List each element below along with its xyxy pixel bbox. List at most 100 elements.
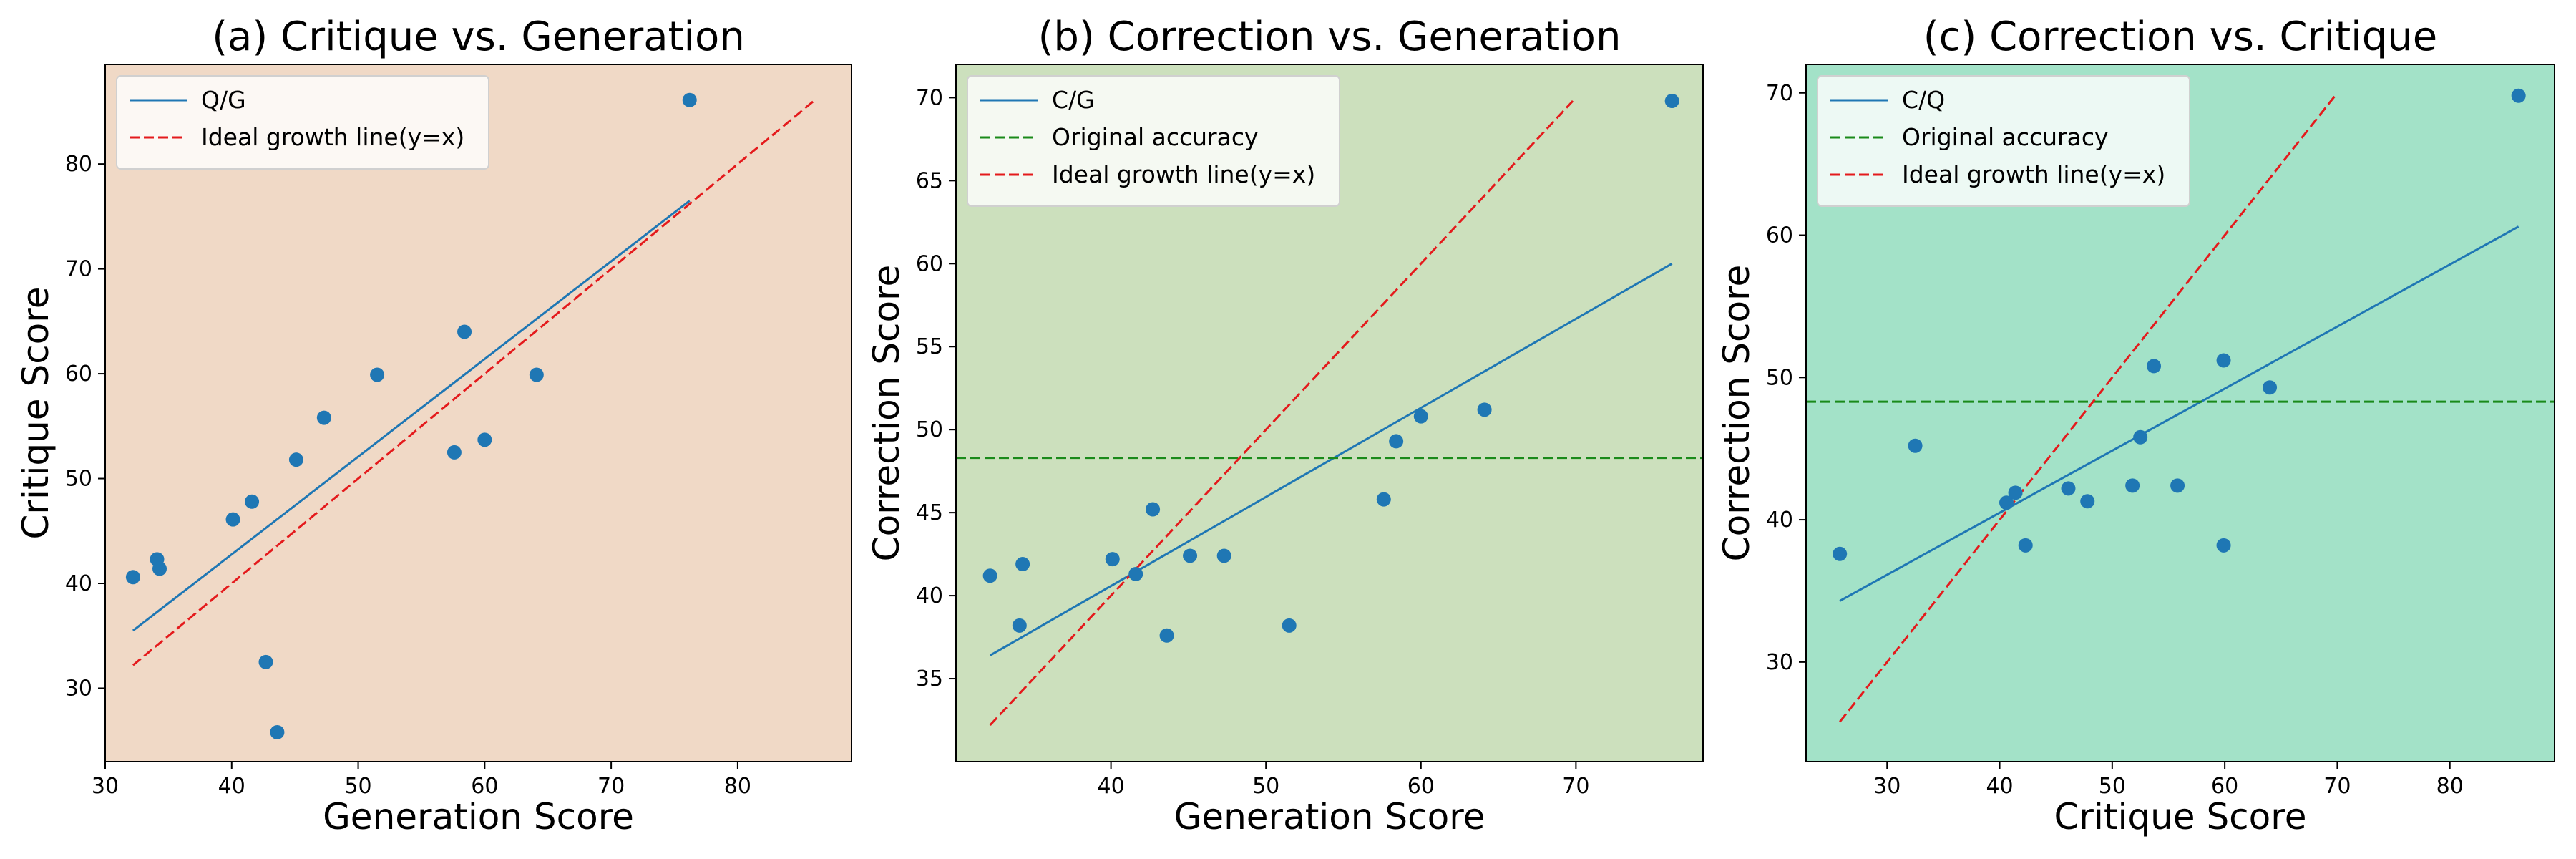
x-tick-label: 60: [2211, 774, 2238, 799]
chart-title: (b) Correction vs. Generation: [1038, 14, 1621, 60]
chart-title: (c) Correction vs. Critique: [1923, 14, 2437, 60]
data-point: [1183, 548, 1198, 563]
y-tick-label: 60: [65, 361, 92, 387]
data-point: [457, 324, 472, 339]
data-point: [316, 410, 331, 425]
data-point: [1413, 409, 1428, 424]
legend-box: [967, 75, 1340, 207]
legend-label: C/Q: [1902, 86, 1945, 114]
y-tick-label: 60: [916, 251, 943, 276]
plot-area: [105, 64, 852, 762]
chart-title: (a) Critique vs. Generation: [212, 14, 745, 60]
legend-box: [1817, 75, 2190, 207]
data-point: [270, 724, 285, 739]
data-point: [2170, 478, 2185, 493]
data-point: [1908, 438, 1923, 453]
data-point: [1477, 402, 1492, 417]
data-point: [1146, 502, 1161, 517]
legend-label: Ideal growth line(y=x): [201, 123, 464, 151]
x-tick-label: 40: [1986, 774, 2013, 799]
x-tick-label: 30: [92, 774, 119, 799]
x-tick-label: 30: [1873, 774, 1901, 799]
data-point: [370, 367, 385, 382]
y-tick-label: 30: [65, 676, 92, 701]
data-point: [1012, 618, 1027, 633]
data-point: [529, 367, 544, 382]
data-point: [2018, 538, 2033, 553]
data-point: [2216, 353, 2231, 368]
series-line-c-g: [989, 262, 1673, 656]
x-tick-label: 80: [2436, 774, 2464, 799]
data-point: [1389, 434, 1404, 449]
axes-frame: [955, 64, 1704, 762]
data-point: [2511, 88, 2526, 103]
x-tick-label: 70: [2323, 774, 2351, 799]
chart-panel-1: (a) Critique vs. Generation 30 40 50 60 70 80 3…: [15, 14, 852, 838]
data-point: [1282, 618, 1297, 633]
y-tick-label: 55: [916, 334, 943, 359]
x-tick-label: 70: [1562, 774, 1589, 799]
data-point: [1376, 492, 1391, 507]
data-point: [2125, 478, 2140, 493]
data-point: [682, 92, 697, 107]
legend-box: [116, 75, 489, 170]
legend: Q/G Ideal growth line(y=x): [116, 75, 489, 170]
data-point: [152, 561, 167, 576]
data-point: [1664, 94, 1679, 109]
data-point: [477, 432, 492, 447]
axes-frame: [104, 64, 852, 762]
y-tick-label: 80: [65, 152, 92, 177]
y-tick-label: 60: [1766, 223, 1793, 248]
data-point: [1216, 548, 1231, 563]
axes-frame: [1805, 64, 2555, 762]
y-tick-label: 50: [65, 467, 92, 492]
y-axis-label: Critique Score: [15, 287, 57, 540]
data-point: [2061, 481, 2076, 496]
data-point: [1159, 628, 1174, 643]
data-point: [288, 452, 303, 467]
legend-label: Original accuracy: [1902, 123, 2109, 151]
data-point: [2133, 430, 2148, 445]
data-point: [2263, 380, 2278, 395]
y-tick-label: 50: [1766, 365, 1793, 390]
legend-label: Original accuracy: [1052, 123, 1259, 151]
x-tick-label: 50: [2099, 774, 2126, 799]
legend-label: Ideal growth line(y=x): [1052, 160, 1315, 188]
legend-label: C/G: [1052, 86, 1095, 114]
y-tick-label: 65: [916, 168, 943, 193]
data-point: [1833, 546, 1848, 561]
y-tick-label: 30: [1766, 650, 1793, 675]
y-tick-label: 70: [916, 85, 943, 110]
data-point: [1105, 552, 1120, 567]
x-tick-label: 60: [1407, 774, 1435, 799]
data-point: [447, 445, 462, 460]
y-tick-label: 70: [65, 257, 92, 282]
data-point: [2216, 538, 2231, 553]
x-tick-label: 60: [471, 774, 498, 799]
y-axis-label: Correction Score: [866, 265, 907, 562]
data-point: [1128, 566, 1143, 581]
series-line-ideal-growth-line-y-x: [1839, 94, 2336, 723]
x-tick-label: 50: [344, 774, 371, 799]
series-line-c-q: [1839, 225, 2519, 602]
series-line-q-g: [132, 200, 691, 632]
x-tick-label: 80: [724, 774, 751, 799]
x-tick-label: 50: [1252, 774, 1279, 799]
x-axis-label: Generation Score: [1174, 796, 1485, 838]
y-tick-label: 35: [916, 666, 943, 691]
x-axis-label: Generation Score: [323, 796, 634, 838]
data-point: [125, 570, 140, 585]
data-point: [2008, 485, 2023, 500]
chart-panel-2: (b) Correction vs. Generation 40 50 60 70 35 4…: [866, 14, 1704, 838]
legend-label: Ideal growth line(y=x): [1902, 160, 2165, 188]
data-point: [258, 654, 273, 669]
y-tick-label: 40: [916, 583, 943, 608]
y-tick-label: 40: [1766, 508, 1793, 533]
x-tick-label: 40: [218, 774, 245, 799]
data-point: [2080, 494, 2095, 509]
y-tick-label: 40: [65, 571, 92, 596]
data-point: [1999, 495, 2014, 510]
y-axis-label: Correction Score: [1716, 265, 1757, 562]
y-tick-label: 70: [1766, 81, 1793, 106]
